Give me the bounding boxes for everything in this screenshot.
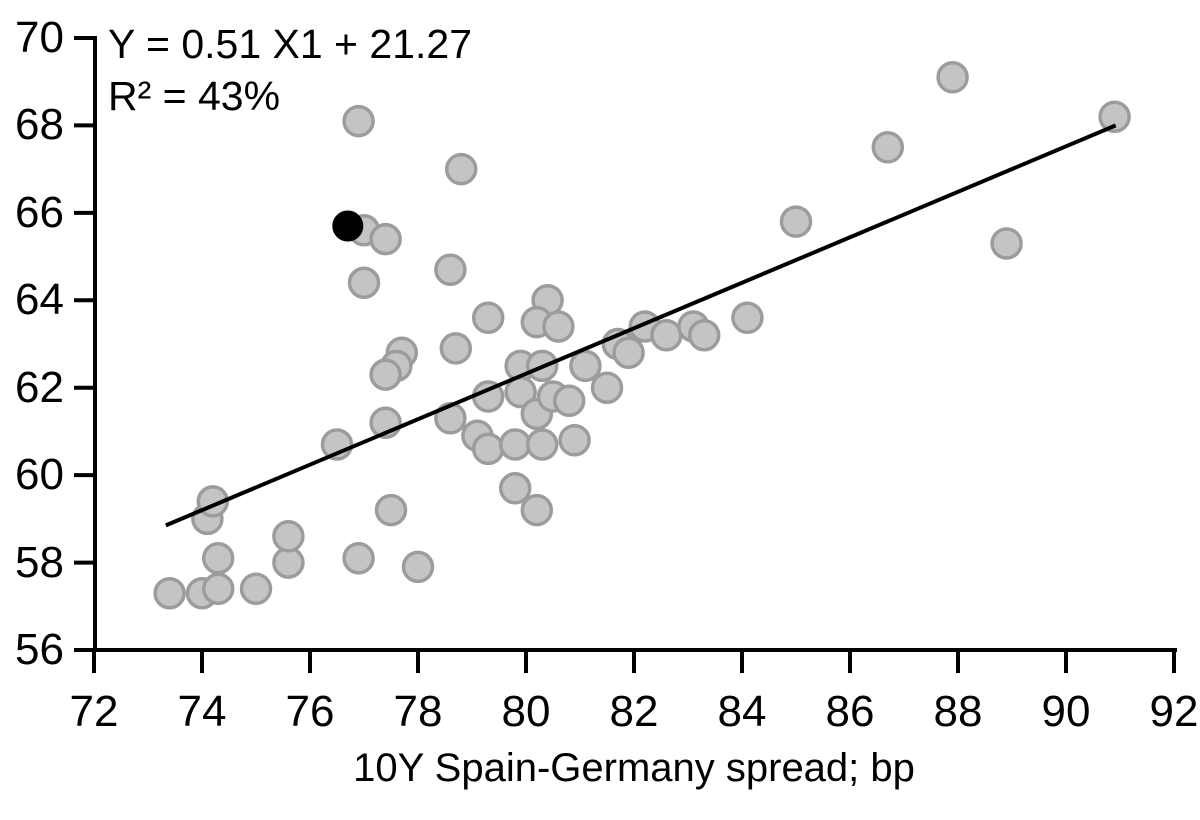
data-point: [201, 572, 235, 606]
data-point: [498, 472, 532, 505]
x-tick-label: 74: [177, 687, 227, 736]
regression-annotation: Y = 0.51 X1 + 21.27 R² = 43%: [108, 18, 472, 122]
data-point: [471, 432, 505, 466]
x-tick-label: 78: [393, 687, 443, 736]
data-point: [520, 493, 554, 527]
y-tick-label: 62: [15, 362, 64, 412]
data-point: [444, 152, 478, 186]
x-tick-label: 76: [285, 687, 335, 736]
data-point: [498, 428, 532, 461]
x-tick-label: 92: [1149, 687, 1199, 736]
data-point: [342, 104, 375, 138]
y-tick-label: 66: [15, 187, 64, 237]
data-point: [439, 332, 473, 365]
y-tick-label: 56: [15, 625, 64, 674]
data-point: [1098, 100, 1131, 133]
highlighted-data-point: [332, 210, 364, 242]
data-point: [936, 61, 969, 94]
data-point: [374, 493, 408, 527]
data-point: [612, 336, 645, 369]
data-point: [342, 541, 375, 575]
data-point: [569, 349, 602, 383]
y-tick-label: 58: [15, 537, 64, 587]
x-tick-label: 82: [609, 687, 659, 736]
y-tick-label: 68: [15, 100, 64, 150]
data-point: [471, 301, 505, 335]
y-tick-label: 70: [15, 13, 64, 62]
data-point: [779, 205, 813, 238]
data-point: [590, 371, 624, 404]
data-point: [558, 423, 591, 457]
data-point: [201, 541, 235, 575]
x-tick-label: 88: [933, 687, 983, 736]
r-squared-text: R² = 43%: [108, 73, 281, 119]
data-point: [369, 358, 402, 391]
x-tick-label: 72: [69, 687, 119, 736]
x-tick-label: 90: [1041, 687, 1091, 736]
regression-line: [165, 123, 1117, 528]
data-point: [650, 319, 683, 352]
data-point: [525, 428, 559, 461]
data-point: [990, 227, 1023, 260]
x-axis-title: 10Y Spain-Germany spread; bp: [353, 746, 915, 790]
y-tick-label: 64: [15, 275, 64, 325]
data-point: [687, 319, 721, 352]
x-tick-label: 84: [717, 687, 767, 736]
equation-text: Y = 0.51 X1 + 21.27: [108, 21, 472, 67]
data-point: [272, 520, 305, 553]
data-point: [239, 572, 273, 606]
data-point: [153, 576, 186, 610]
x-tick-label: 80: [501, 687, 551, 736]
data-point: [369, 222, 402, 256]
data-point: [542, 310, 575, 343]
data-point: [552, 384, 586, 418]
data-point: [731, 301, 764, 335]
data-point: [871, 131, 905, 164]
y-tick-label: 60: [15, 450, 64, 500]
data-point: [347, 266, 381, 300]
data-point: [434, 253, 467, 286]
x-tick-label: 86: [825, 687, 875, 736]
data-point: [401, 550, 435, 584]
